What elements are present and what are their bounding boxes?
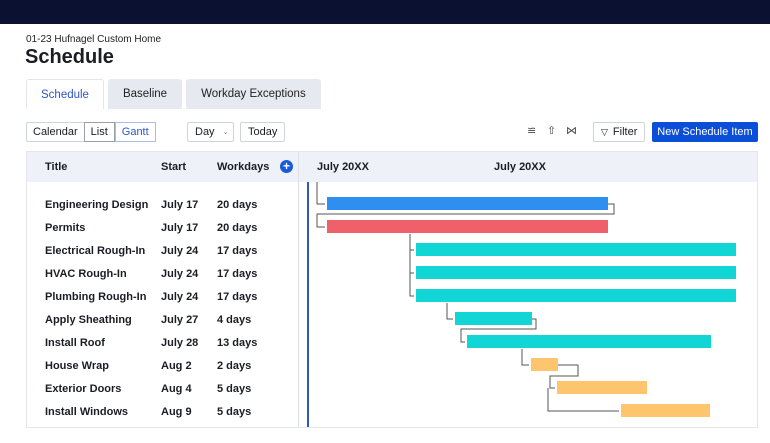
zoom-select[interactable]: Day ⌄ (187, 122, 234, 142)
timeline-header-1: July 20XX (317, 161, 369, 173)
dependency-link (547, 388, 619, 412)
row-workdays: 4 days (217, 314, 252, 326)
row-title: Electrical Rough-In (45, 245, 146, 257)
gantt-bar[interactable] (327, 220, 608, 233)
row-start: July 24 (161, 268, 199, 280)
column-start[interactable]: Start (161, 161, 187, 173)
gantt-bar[interactable] (531, 358, 558, 371)
dependency-link (549, 364, 579, 389)
row-start: July 27 (161, 314, 199, 326)
row-title: Permits (45, 222, 86, 234)
row-title: Install Roof (45, 337, 105, 349)
table-row[interactable]: Engineering Design July 17 20 days (27, 195, 298, 218)
row-start: July 17 (161, 199, 199, 211)
gantt-bar[interactable] (467, 335, 711, 348)
today-button[interactable]: Today (240, 122, 286, 142)
today-marker (307, 182, 309, 427)
tab-workday-exceptions[interactable]: Workday Exceptions (186, 79, 321, 109)
table-row[interactable]: House Wrap Aug 2 2 days (27, 356, 298, 379)
top-nav-bar (0, 0, 770, 24)
row-title: Apply Sheathing (45, 314, 132, 326)
dependency-link (409, 250, 414, 274)
column-workdays[interactable]: Workdays (217, 161, 270, 173)
zoom-select-value: Day (195, 126, 215, 138)
row-workdays: 17 days (217, 291, 258, 303)
sliders-icon[interactable]: ≌ (527, 125, 537, 137)
breadcrumb: 01-23 Hufnagel Custom Home (26, 34, 162, 45)
dependency-links (316, 182, 619, 412)
row-start: Aug 9 (161, 406, 192, 418)
table-row[interactable]: Permits July 17 20 days (27, 218, 298, 241)
gantt-bar[interactable] (557, 381, 647, 394)
row-title: HVAC Rough-In (45, 268, 127, 280)
gantt-bar[interactable] (327, 197, 608, 210)
row-workdays: 13 days (217, 337, 258, 349)
timeline-header-2: July 20XX (494, 161, 546, 173)
tab-baseline[interactable]: Baseline (107, 79, 183, 109)
row-start: July 17 (161, 222, 199, 234)
dependency-link (446, 303, 453, 320)
row-workdays: 5 days (217, 383, 252, 395)
row-workdays: 5 days (217, 406, 252, 418)
gantt-bar[interactable] (416, 289, 736, 302)
row-start: July 24 (161, 245, 199, 257)
tab-schedule[interactable]: Schedule (26, 79, 104, 109)
table-header: Title Start Workdays + July 20XX July 20… (27, 152, 757, 182)
gantt-bar[interactable] (621, 404, 710, 417)
row-start: July 28 (161, 337, 199, 349)
export-icon[interactable]: ⇧ (547, 125, 557, 137)
dependency-link (409, 234, 414, 251)
dependency-link (521, 349, 529, 366)
view-gantt-button[interactable]: Gantt (114, 122, 156, 142)
page-title: Schedule (25, 46, 114, 68)
table-row[interactable]: HVAC Rough-In July 24 17 days (27, 264, 298, 287)
table-row[interactable]: Install Roof July 28 13 days (27, 333, 298, 356)
row-workdays: 2 days (217, 360, 252, 372)
collapse-icon[interactable]: ⋈ (566, 125, 577, 137)
table-row[interactable]: Plumbing Rough-In July 24 17 days (27, 287, 298, 310)
column-title[interactable]: Title (45, 161, 68, 173)
row-title: Exterior Doors (45, 383, 122, 395)
gantt-bar[interactable] (416, 266, 736, 279)
filter-label: Filter (612, 126, 638, 138)
row-workdays: 17 days (217, 245, 258, 257)
plus-icon[interactable]: + (280, 160, 293, 173)
view-switcher: Calendar List Gantt (26, 122, 156, 142)
dependency-link (460, 318, 537, 343)
divider (298, 152, 299, 427)
table-row[interactable]: Exterior Doors Aug 4 5 days (27, 379, 298, 402)
table-row[interactable]: Apply Sheathing July 27 4 days (27, 310, 298, 333)
row-title: Install Windows (45, 406, 129, 418)
dependency-link (409, 273, 414, 297)
row-workdays: 20 days (217, 222, 258, 234)
row-start: Aug 4 (161, 383, 192, 395)
gantt-bar[interactable] (416, 243, 736, 256)
row-title: House Wrap (45, 360, 109, 372)
row-workdays: 17 days (217, 268, 258, 280)
table-row[interactable]: Install Windows Aug 9 5 days (27, 402, 298, 425)
filter-button[interactable]: ▽ Filter (593, 122, 646, 142)
gantt-bar[interactable] (455, 312, 532, 325)
row-title: Engineering Design (45, 199, 149, 211)
row-start: July 24 (161, 291, 199, 303)
table-row[interactable]: Electrical Rough-In July 24 17 days (27, 241, 298, 264)
row-start: Aug 2 (161, 360, 192, 372)
filter-icon: ▽ (601, 126, 608, 137)
dependency-link (316, 203, 615, 228)
chevron-down-icon: ⌄ (222, 129, 229, 136)
new-schedule-item-button[interactable]: New Schedule Item (652, 122, 758, 142)
row-workdays: 20 days (217, 199, 258, 211)
view-calendar-button[interactable]: Calendar (33, 126, 78, 138)
gantt-panel: Title Start Workdays + July 20XX July 20… (26, 151, 758, 428)
tabs: Schedule Baseline Workday Exceptions (26, 79, 321, 109)
row-title: Plumbing Rough-In (45, 291, 147, 303)
view-list-button[interactable]: List (83, 122, 115, 142)
dependency-link (316, 182, 325, 205)
